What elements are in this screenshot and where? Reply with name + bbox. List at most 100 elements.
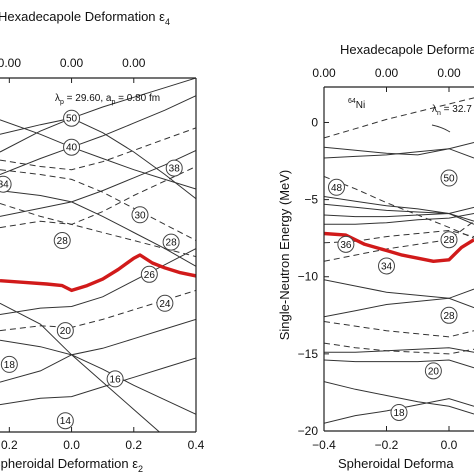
solid-level-line bbox=[324, 148, 474, 159]
top-axis-tick-label: 0.00 bbox=[375, 66, 399, 80]
solid-level-line bbox=[324, 347, 474, 353]
magic-number-label: 16 bbox=[110, 374, 122, 385]
magic-number-marker: 24 bbox=[156, 294, 174, 312]
left-x-axis-label: Spheroidal Deformation ε2 bbox=[0, 456, 143, 474]
right-top-axis-label: Hexadecapole Deformatio bbox=[340, 42, 474, 57]
left-annotation: λp = 29.60, ap = 0.80 fm bbox=[55, 93, 160, 106]
magic-number-circle bbox=[165, 159, 183, 177]
magic-number-marker: 14 bbox=[56, 412, 74, 430]
right-y-axis-label: Single-Neutron Energy (MeV) bbox=[277, 170, 292, 341]
magic-number-circle bbox=[162, 233, 180, 251]
right-panel: Hexadecapole Deformatio 0.000.000.00 504… bbox=[277, 42, 474, 471]
right-fermi-line bbox=[324, 231, 474, 263]
solid-level-line bbox=[0, 302, 161, 432]
left-bottom-tick-labels: 0.2 0.0 0.2 0.4 bbox=[1, 427, 205, 452]
magic-number-circle bbox=[440, 169, 458, 187]
left-top-axis-subscript: 4 bbox=[165, 17, 170, 27]
x-axis-tick-label: 0.2 bbox=[1, 438, 18, 452]
solid-level-line bbox=[324, 213, 474, 225]
solid-level-line bbox=[0, 95, 196, 175]
dashed-level-line bbox=[0, 166, 196, 229]
right-magic-numbers: 50 48 36 34 28 28 20 18 bbox=[328, 169, 458, 421]
left-panel: Hexadecapole Deformation ε4 0.00 0.00 0.00… bbox=[0, 9, 205, 474]
magic-number-marker: 20 bbox=[56, 322, 74, 340]
x-axis-tick-label: 0.0 bbox=[441, 438, 458, 452]
magic-number-circle bbox=[156, 294, 174, 312]
dashed-level-line bbox=[0, 289, 196, 332]
magic-number-circle bbox=[337, 235, 355, 253]
dashed-level-line bbox=[0, 127, 196, 171]
dashed-level-line bbox=[0, 203, 196, 258]
magic-number-label: 24 bbox=[159, 299, 171, 310]
right-bottom-tick-labels: −0.4 −0.2 0.0 bbox=[312, 426, 458, 452]
magic-number-label: 36 bbox=[340, 240, 352, 251]
dashed-level-line bbox=[324, 97, 474, 139]
y-axis-tick-label: −15 bbox=[298, 347, 319, 361]
x-axis-tick-label: −0.4 bbox=[312, 438, 336, 452]
magic-number-circle bbox=[440, 306, 458, 324]
magic-number-label: 18 bbox=[4, 360, 16, 371]
y-axis-tick-label: −10 bbox=[298, 270, 319, 284]
solid-level-line bbox=[0, 357, 196, 406]
magic-number-marker: 28 bbox=[53, 232, 71, 250]
magic-number-circle bbox=[0, 175, 12, 193]
magic-number-label: 30 bbox=[134, 210, 146, 221]
magic-number-label: 50 bbox=[443, 174, 455, 185]
solid-level-line bbox=[324, 279, 474, 299]
magic-number-circle bbox=[106, 370, 124, 388]
x-axis-tick-label: 0.4 bbox=[188, 438, 205, 452]
top-axis-tick-label: 0.00 bbox=[312, 66, 336, 80]
left-x-axis-subscript: 2 bbox=[138, 464, 143, 474]
magic-number-label: 28 bbox=[443, 311, 455, 322]
solid-level-line bbox=[0, 354, 196, 415]
magic-number-marker: 34 bbox=[378, 257, 395, 275]
dashed-level-line bbox=[0, 169, 196, 241]
magic-number-label: 28 bbox=[57, 236, 69, 247]
solid-level-line bbox=[324, 359, 474, 369]
magic-number-marker: 48 bbox=[328, 178, 345, 196]
solid-level-line bbox=[324, 381, 474, 415]
magic-number-marker: 50 bbox=[63, 109, 81, 127]
right-x-axis-label: Spheroidal Deforma bbox=[338, 456, 454, 471]
left-top-axis-label: Hexadecapole Deformation ε4 bbox=[0, 9, 170, 27]
magic-number-marker: 18 bbox=[0, 355, 18, 373]
magic-number-circle bbox=[328, 178, 345, 196]
magic-number-marker: 40 bbox=[63, 138, 81, 156]
magic-number-marker: 20 bbox=[424, 362, 442, 380]
right-y-tick-labels: 0 −5 −10 −15 −20 bbox=[298, 115, 329, 438]
magic-number-marker: 28 bbox=[162, 233, 180, 251]
magic-number-marker: 28 bbox=[440, 306, 458, 324]
left-magic-numbers: 50 40 38 34 30 28 28 26 24 20 18 16 14 bbox=[0, 109, 183, 430]
magic-number-circle bbox=[56, 412, 74, 430]
right-level-lines bbox=[324, 97, 474, 424]
magic-number-marker: 16 bbox=[106, 370, 124, 388]
magic-number-marker: 34 bbox=[0, 175, 12, 193]
magic-number-label: 48 bbox=[331, 183, 343, 194]
solid-level-line bbox=[0, 119, 196, 190]
top-axis-tick-label: 0.00 bbox=[60, 56, 84, 70]
magic-number-marker: 18 bbox=[390, 403, 408, 421]
magic-number-label: 40 bbox=[66, 143, 78, 154]
magic-number-label: 34 bbox=[381, 261, 393, 272]
solid-level-line bbox=[0, 248, 196, 315]
magic-number-label: 14 bbox=[60, 416, 72, 427]
magic-number-label: 38 bbox=[169, 164, 181, 175]
magic-number-marker: 38 bbox=[165, 159, 183, 177]
magic-number-marker: 36 bbox=[337, 235, 355, 253]
magic-number-circle bbox=[424, 362, 442, 380]
magic-number-circle bbox=[440, 231, 458, 249]
solid-level-line bbox=[324, 297, 474, 318]
solid-level-line bbox=[0, 318, 196, 356]
top-axis-tick-label: 0.00 bbox=[122, 56, 146, 70]
y-axis-tick-label: −5 bbox=[304, 193, 318, 207]
magic-number-circle bbox=[378, 257, 395, 275]
fermi-level-line bbox=[324, 231, 474, 263]
magic-number-circle bbox=[63, 109, 81, 127]
magic-number-circle bbox=[140, 265, 158, 283]
right-nucleus-label: 64Ni bbox=[348, 98, 365, 111]
magic-number-label: 28 bbox=[166, 238, 178, 249]
right-annotation: λn = 32.7 bbox=[432, 104, 472, 117]
right-top-tick-labels: 0.00 0.00 0.00 bbox=[312, 66, 461, 92]
solid-level-line bbox=[0, 78, 196, 153]
